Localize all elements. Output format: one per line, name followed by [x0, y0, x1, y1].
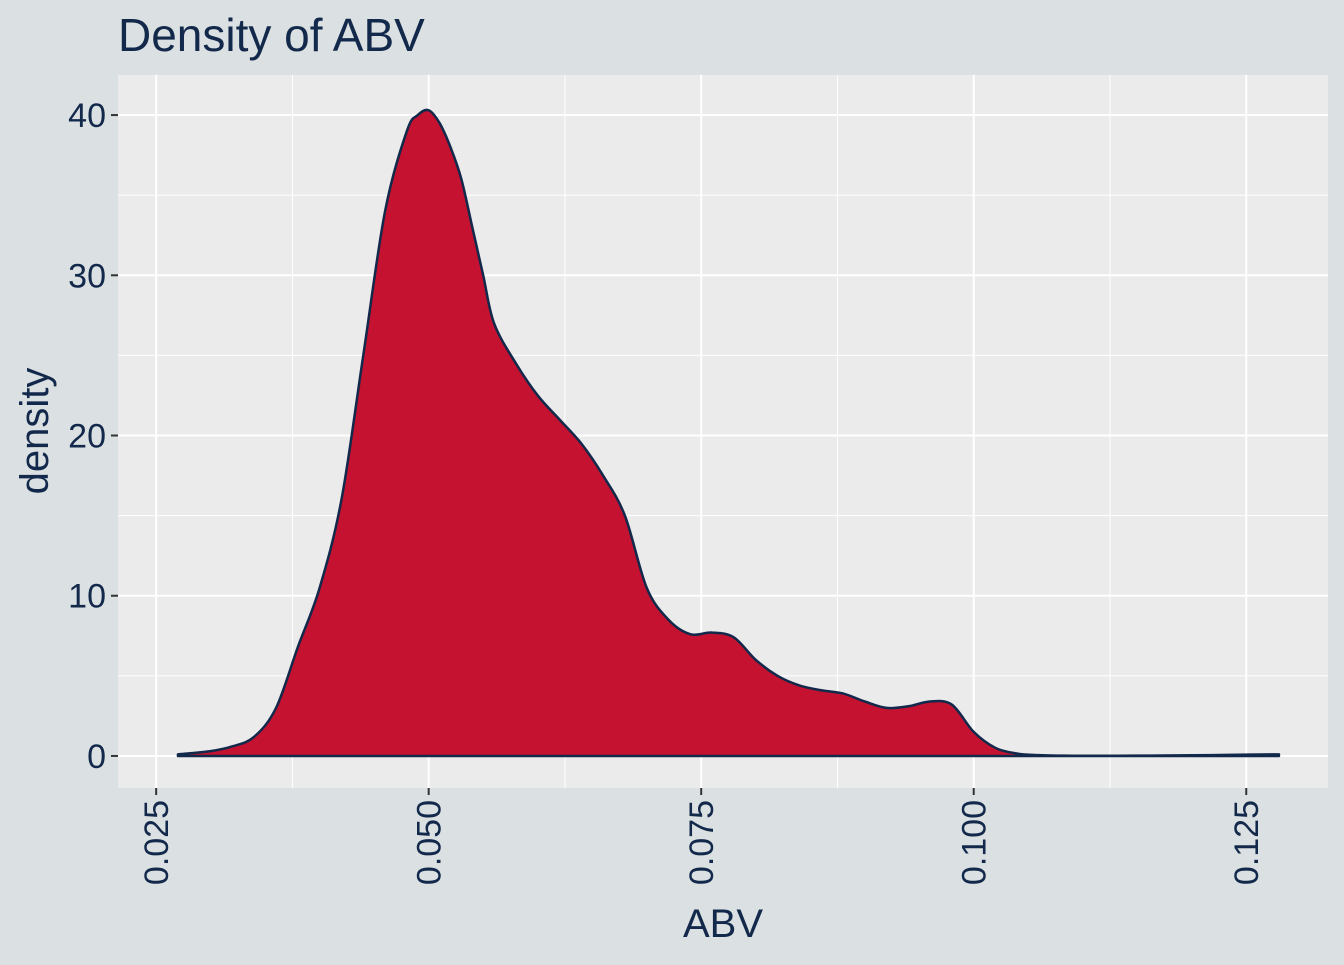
y-tick-label: 40 — [68, 97, 106, 135]
y-tick-label: 10 — [68, 578, 106, 616]
x-tick-label: 0.075 — [683, 800, 721, 885]
x-tick-label: 0.125 — [1228, 800, 1266, 885]
x-tick-label: 0.100 — [956, 800, 994, 885]
x-tick-label: 0.050 — [411, 800, 449, 885]
y-axis: 0 10 20 30 40 — [68, 97, 118, 776]
chart-title: Density of ABV — [118, 9, 425, 61]
x-axis: 0.025 0.050 0.075 0.100 0.125 — [138, 788, 1266, 885]
y-tick-label: 20 — [68, 418, 106, 456]
x-axis-title: ABV — [683, 902, 763, 946]
y-tick-label: 0 — [87, 738, 106, 776]
density-area — [176, 108, 1281, 758]
y-tick-label: 30 — [68, 257, 106, 295]
y-axis-title: density — [13, 368, 57, 495]
x-tick-label: 0.025 — [138, 800, 176, 885]
